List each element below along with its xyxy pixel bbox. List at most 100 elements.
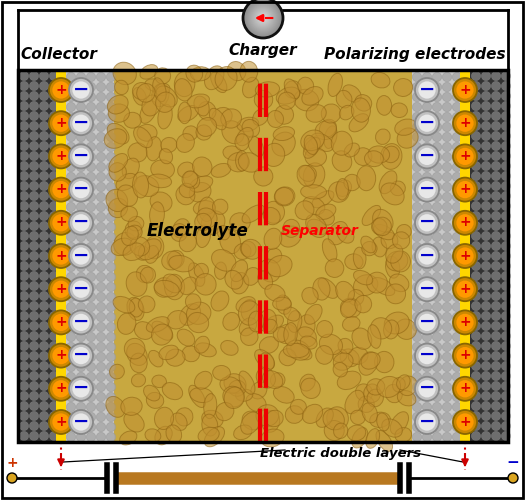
Circle shape <box>49 142 59 150</box>
Circle shape <box>107 422 116 432</box>
Circle shape <box>262 17 264 19</box>
Circle shape <box>501 142 511 150</box>
Text: −: − <box>419 179 435 198</box>
Circle shape <box>77 202 86 211</box>
Circle shape <box>87 192 96 202</box>
Circle shape <box>77 242 86 252</box>
Circle shape <box>423 402 432 411</box>
Circle shape <box>77 222 86 232</box>
Ellipse shape <box>177 162 194 178</box>
Ellipse shape <box>373 210 393 232</box>
Ellipse shape <box>194 96 209 116</box>
Circle shape <box>87 312 96 322</box>
Bar <box>18 70 508 442</box>
Circle shape <box>87 92 96 102</box>
Ellipse shape <box>261 429 284 447</box>
Circle shape <box>423 422 432 432</box>
Circle shape <box>491 372 501 380</box>
Circle shape <box>77 272 86 281</box>
Circle shape <box>443 82 452 92</box>
Ellipse shape <box>326 259 344 278</box>
Ellipse shape <box>104 128 127 148</box>
Ellipse shape <box>236 128 253 146</box>
Circle shape <box>97 412 106 422</box>
Ellipse shape <box>175 408 193 426</box>
Circle shape <box>66 212 76 222</box>
Circle shape <box>19 312 28 320</box>
Circle shape <box>107 392 116 402</box>
Circle shape <box>471 282 480 290</box>
Circle shape <box>107 252 116 262</box>
Circle shape <box>413 392 422 402</box>
Ellipse shape <box>166 425 182 443</box>
Circle shape <box>413 192 422 202</box>
Text: −: − <box>73 80 89 98</box>
Circle shape <box>491 262 501 270</box>
Circle shape <box>107 92 116 102</box>
Circle shape <box>413 292 422 302</box>
Ellipse shape <box>187 312 208 332</box>
Circle shape <box>481 172 490 180</box>
Text: −: − <box>73 312 89 331</box>
Ellipse shape <box>331 131 352 156</box>
Circle shape <box>471 412 480 420</box>
Text: −: − <box>419 378 435 398</box>
Circle shape <box>456 314 474 331</box>
Ellipse shape <box>122 158 139 178</box>
Ellipse shape <box>182 171 198 188</box>
Ellipse shape <box>152 375 166 388</box>
Circle shape <box>481 182 490 190</box>
Ellipse shape <box>329 182 349 203</box>
Ellipse shape <box>110 364 124 379</box>
Text: +: + <box>459 182 471 196</box>
Ellipse shape <box>386 251 408 271</box>
Circle shape <box>443 152 452 162</box>
Circle shape <box>254 9 272 27</box>
Ellipse shape <box>300 336 317 349</box>
Ellipse shape <box>189 182 211 202</box>
Ellipse shape <box>185 294 201 310</box>
Circle shape <box>29 162 39 170</box>
Circle shape <box>453 142 461 152</box>
Ellipse shape <box>159 148 173 164</box>
Circle shape <box>481 402 490 410</box>
Ellipse shape <box>230 260 248 281</box>
Circle shape <box>69 211 93 235</box>
Circle shape <box>39 422 49 430</box>
Circle shape <box>19 242 28 250</box>
Ellipse shape <box>275 187 295 206</box>
Circle shape <box>413 362 422 372</box>
Ellipse shape <box>273 327 288 342</box>
Circle shape <box>433 312 442 322</box>
Ellipse shape <box>276 87 300 104</box>
Ellipse shape <box>107 124 129 144</box>
Ellipse shape <box>351 410 365 424</box>
Ellipse shape <box>198 428 219 443</box>
Circle shape <box>97 262 106 272</box>
Circle shape <box>423 352 432 362</box>
Circle shape <box>433 352 442 362</box>
Circle shape <box>29 292 39 300</box>
Circle shape <box>453 178 477 202</box>
Ellipse shape <box>299 166 317 182</box>
Circle shape <box>19 192 28 200</box>
Circle shape <box>491 272 501 280</box>
Ellipse shape <box>193 157 212 176</box>
Ellipse shape <box>379 171 397 194</box>
Circle shape <box>107 362 116 372</box>
Circle shape <box>456 414 474 430</box>
Circle shape <box>66 412 76 422</box>
Circle shape <box>443 142 452 152</box>
Circle shape <box>49 132 59 140</box>
Circle shape <box>87 282 96 292</box>
Text: +: + <box>55 414 67 428</box>
Circle shape <box>418 181 436 198</box>
Ellipse shape <box>154 280 179 297</box>
Ellipse shape <box>198 102 216 120</box>
Circle shape <box>97 72 106 82</box>
Circle shape <box>443 412 452 422</box>
Circle shape <box>39 102 49 110</box>
Ellipse shape <box>146 136 162 161</box>
Circle shape <box>423 342 432 351</box>
Circle shape <box>433 392 442 402</box>
